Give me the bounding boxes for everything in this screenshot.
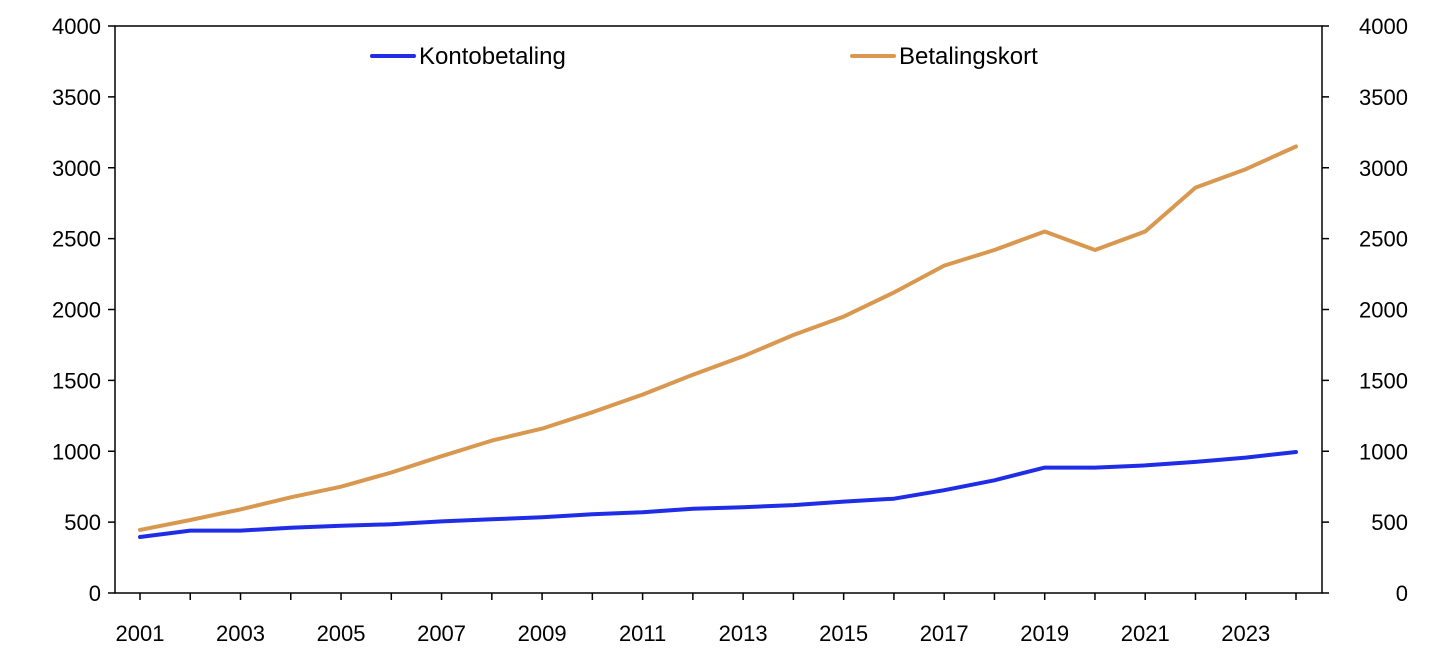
left-y-tick-label: 2500: [52, 227, 101, 252]
x-tick-label: 2009: [518, 621, 567, 646]
x-tick-label: 2001: [116, 621, 165, 646]
left-y-tick-label: 1000: [52, 439, 101, 464]
right-y-tick-label: 1500: [1359, 368, 1408, 393]
right-y-tick-label: 2500: [1359, 227, 1408, 252]
left-y-tick-label: 2000: [52, 298, 101, 323]
x-tick-label: 2007: [417, 621, 466, 646]
left-y-tick-label: 3500: [52, 85, 101, 110]
x-tick-label: 2011: [619, 621, 666, 646]
x-tick-label: 2017: [920, 621, 969, 646]
series-line-betalingskort: [138, 144, 1298, 532]
x-tick-label: 2021: [1121, 621, 1170, 646]
right-y-tick-label: 3000: [1359, 156, 1408, 181]
left-y-tick-label: 1500: [52, 368, 101, 393]
left-y-axis: 0 500 1000 1500 2000 2500 3000 3500 4000: [52, 14, 115, 606]
left-y-tick-label: 0: [89, 581, 101, 606]
legend-label-kontobetaling: Kontobetaling: [419, 43, 566, 70]
x-tick-label: 2019: [1020, 621, 1069, 646]
left-y-tick-label: 3000: [52, 156, 101, 181]
x-tick-label: 2013: [719, 621, 768, 646]
right-y-tick-label: 1000: [1359, 439, 1408, 464]
left-y-tick-label: 500: [64, 510, 101, 535]
series-line-kontobetaling: [138, 450, 1298, 539]
left-y-tick-label: 4000: [52, 14, 101, 39]
series-layer: [138, 144, 1298, 539]
right-y-tick-label: 0: [1396, 581, 1408, 606]
right-y-tick-label: 2000: [1359, 298, 1408, 323]
x-axis: 2001 2003 2005 2007 2009 2011 2013 2015 2017 2019…: [116, 593, 1297, 646]
x-tick-label: 2005: [317, 621, 366, 646]
legend: Kontobetaling Betalingskort: [370, 43, 1038, 70]
x-tick-label: 2003: [216, 621, 265, 646]
right-y-tick-label: 4000: [1359, 14, 1408, 39]
legend-label-betalingskort: Betalingskort: [899, 43, 1038, 70]
x-tick-label: 2015: [819, 621, 868, 646]
right-y-tick-label: 500: [1371, 510, 1408, 535]
x-tick-label: 2023: [1221, 621, 1270, 646]
right-y-axis: 0 500 1000 1500 2000 2500 3000 3500 4000: [1322, 14, 1408, 606]
right-y-tick-label: 3500: [1359, 85, 1408, 110]
